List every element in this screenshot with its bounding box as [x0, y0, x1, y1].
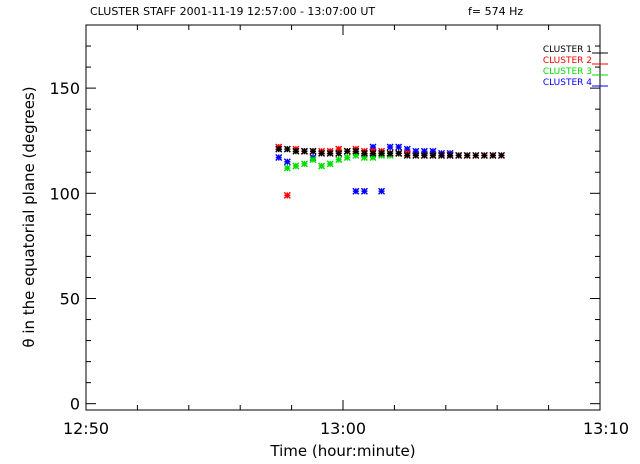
legend-entry: CLUSTER 3 — [543, 67, 592, 77]
x-tick-label: 13:00 — [320, 419, 366, 438]
y-axis-label: θ in the equatorial plane (degrees) — [20, 86, 38, 347]
data-point — [378, 187, 386, 195]
data-point — [309, 147, 317, 155]
data-point — [446, 151, 454, 159]
data-point — [489, 151, 497, 159]
data-point — [283, 191, 291, 199]
y-tick-label: 100 — [49, 184, 80, 203]
legend-entry: CLUSTER 1 — [543, 45, 592, 55]
data-point — [463, 151, 471, 159]
legend-entry: CLUSTER 2 — [543, 56, 592, 66]
data-point — [412, 151, 420, 159]
axis-ticks — [85, 25, 601, 410]
data-point — [378, 149, 386, 157]
data-point — [438, 151, 446, 159]
x-tick-label: 12:50 — [63, 419, 109, 438]
data-point — [300, 160, 308, 168]
data-point — [335, 156, 343, 164]
data-point — [386, 149, 394, 157]
data-points — [275, 143, 505, 199]
data-point — [292, 147, 300, 155]
data-point — [275, 145, 283, 153]
data-point — [352, 147, 360, 155]
data-point — [283, 158, 291, 166]
x-tick-labels: 12:50 13:00 13:10 — [63, 419, 629, 438]
data-point — [318, 162, 326, 170]
chart-subtitle: f= 574 Hz — [468, 5, 523, 18]
data-point — [300, 147, 308, 155]
data-point — [386, 143, 394, 151]
data-point — [480, 151, 488, 159]
data-point — [395, 143, 403, 151]
data-point — [352, 187, 360, 195]
x-tick-label: 13:10 — [583, 419, 629, 438]
data-point — [403, 151, 411, 159]
data-point — [343, 154, 351, 162]
data-point — [369, 149, 377, 157]
data-point — [360, 149, 368, 157]
data-point — [343, 147, 351, 155]
data-point — [360, 187, 368, 195]
data-point — [420, 151, 428, 159]
y-tick-labels: 0 50 100 150 — [49, 79, 80, 414]
data-point — [309, 156, 317, 164]
data-point — [429, 151, 437, 159]
data-point — [283, 145, 291, 153]
legend-entry: CLUSTER 4 — [543, 78, 592, 88]
data-point — [455, 151, 463, 159]
y-tick-label: 150 — [49, 79, 80, 98]
data-point — [283, 164, 291, 172]
chart-title: CLUSTER STAFF 2001-11-19 12:57:00 - 13:0… — [90, 5, 375, 18]
data-point — [497, 151, 505, 159]
data-point — [326, 160, 334, 168]
data-point — [335, 149, 343, 157]
y-tick-label: 50 — [60, 289, 80, 308]
plot-frame — [85, 24, 601, 411]
data-point — [292, 162, 300, 170]
data-point — [318, 149, 326, 157]
data-point — [275, 154, 283, 162]
data-point — [472, 151, 480, 159]
x-axis-label: Time (hour:minute) — [269, 442, 415, 460]
y-tick-label: 0 — [70, 395, 80, 414]
data-point — [395, 149, 403, 157]
data-point — [326, 149, 334, 157]
